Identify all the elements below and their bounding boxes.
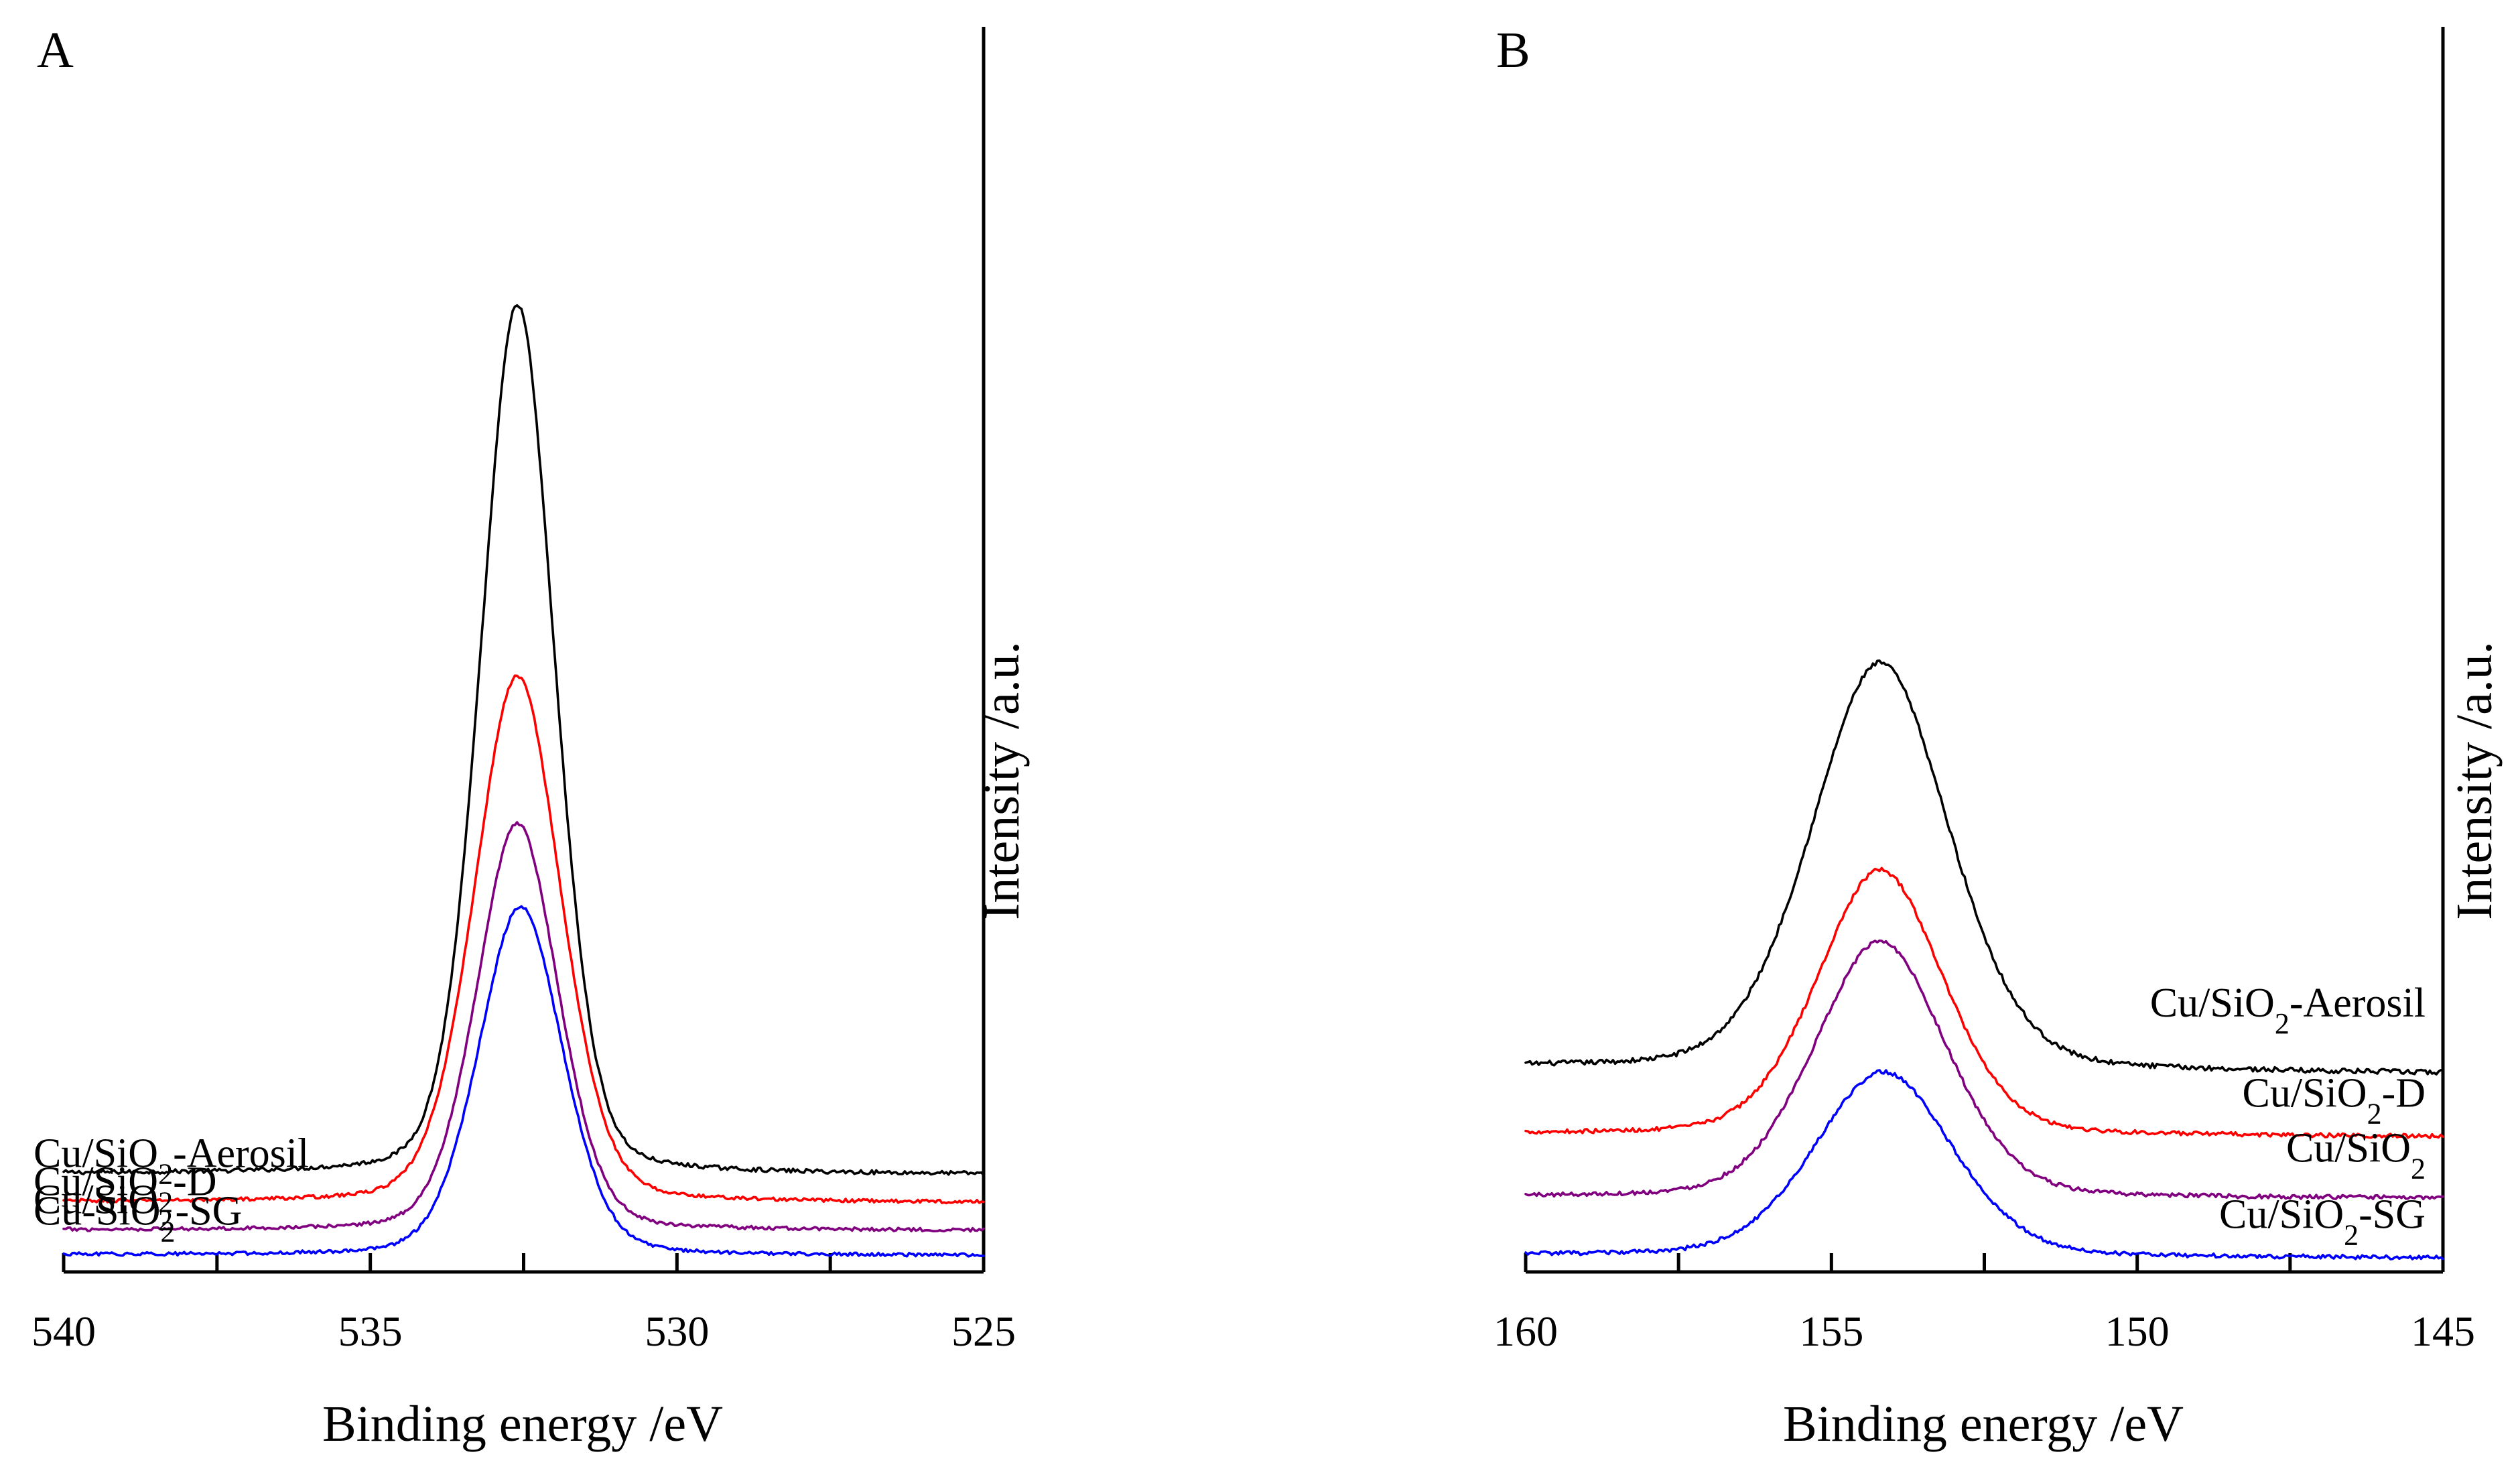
panel-a-trace-4	[62, 905, 985, 1258]
panel-b-y-axis-title: Intensity /a.u.	[2446, 641, 2503, 920]
panel-a-tick-label: 535	[338, 1307, 403, 1355]
panel-b-x-axis-title: Binding energy /eV	[1783, 1396, 2184, 1452]
panel-b-series-label: Cu/SiO2-Aerosil	[2150, 980, 2426, 1040]
panel-a-trace-3	[62, 821, 985, 1233]
panel-a-chart: A 540 535 530 525 Cu/SiO2-AerosilCu/SiO2-DC…	[31, 22, 1030, 1452]
panel-a-trace-group	[62, 304, 985, 1258]
panel-b-tick-label: 145	[2411, 1307, 2475, 1355]
panel-b-tick-label: 150	[2105, 1307, 2170, 1355]
panel-b-series-labels: Cu/SiO2-Aerosil Cu/SiO2-DCu/SiO2 Cu/SiO2-S…	[2150, 980, 2426, 1251]
panel-a-trace-2	[62, 674, 985, 1205]
panel-b-tick-label: 160	[1494, 1307, 1558, 1355]
panel-b-letter: B	[1496, 22, 1530, 78]
panel-a-letter: A	[37, 22, 74, 78]
panel-b-trace-3	[1524, 939, 2444, 1201]
panel-b-tick-label: 155	[1799, 1307, 1863, 1355]
panel-a-series-labels: Cu/SiO2-AerosilCu/SiO2-DCu/SiO2Cu-SiO2-S…	[34, 1131, 309, 1248]
panel-a-trace-1	[62, 304, 985, 1177]
panel-b-series-label: Cu/SiO2-SG	[2219, 1192, 2426, 1252]
panel-b-trace-2	[1524, 866, 2444, 1140]
panel-a-series-label: Cu/SiO2-D	[34, 1159, 216, 1218]
panel-b-series-label: Cu/SiO2	[2286, 1125, 2426, 1185]
panel-b-tick-group: 160 155 150 145	[1494, 1253, 2475, 1355]
panel-a-tick-label: 525	[951, 1307, 1016, 1355]
panel-a-tick-group: 540 535 530 525	[31, 1253, 1016, 1355]
panel-b-trace-group	[1524, 659, 2444, 1261]
panel-b-chart: B 160 155 150 145 Cu/SiO2-AerosilCu/SiO2-DC…	[1494, 22, 2503, 1452]
panel-a-tick-label: 530	[645, 1307, 709, 1355]
panel-a-series-label: Cu/SiO2	[34, 1177, 173, 1237]
panel-a-x-axis-title: Binding energy /eV	[322, 1396, 723, 1452]
panel-b-trace-1	[1524, 659, 2444, 1076]
panel-a-tick-label: 540	[31, 1307, 96, 1355]
panel-a-series-label: Cu/SiO2-Aerosil	[34, 1131, 309, 1190]
panel-b-trace-4	[1524, 1069, 2444, 1261]
panel-b-series-label: Cu/SiO2-D	[2243, 1071, 2426, 1131]
panel-a-series-label: Cu-SiO2-SG	[34, 1189, 242, 1248]
panel-a-y-axis-title: Intensity /a.u.	[974, 641, 1030, 920]
